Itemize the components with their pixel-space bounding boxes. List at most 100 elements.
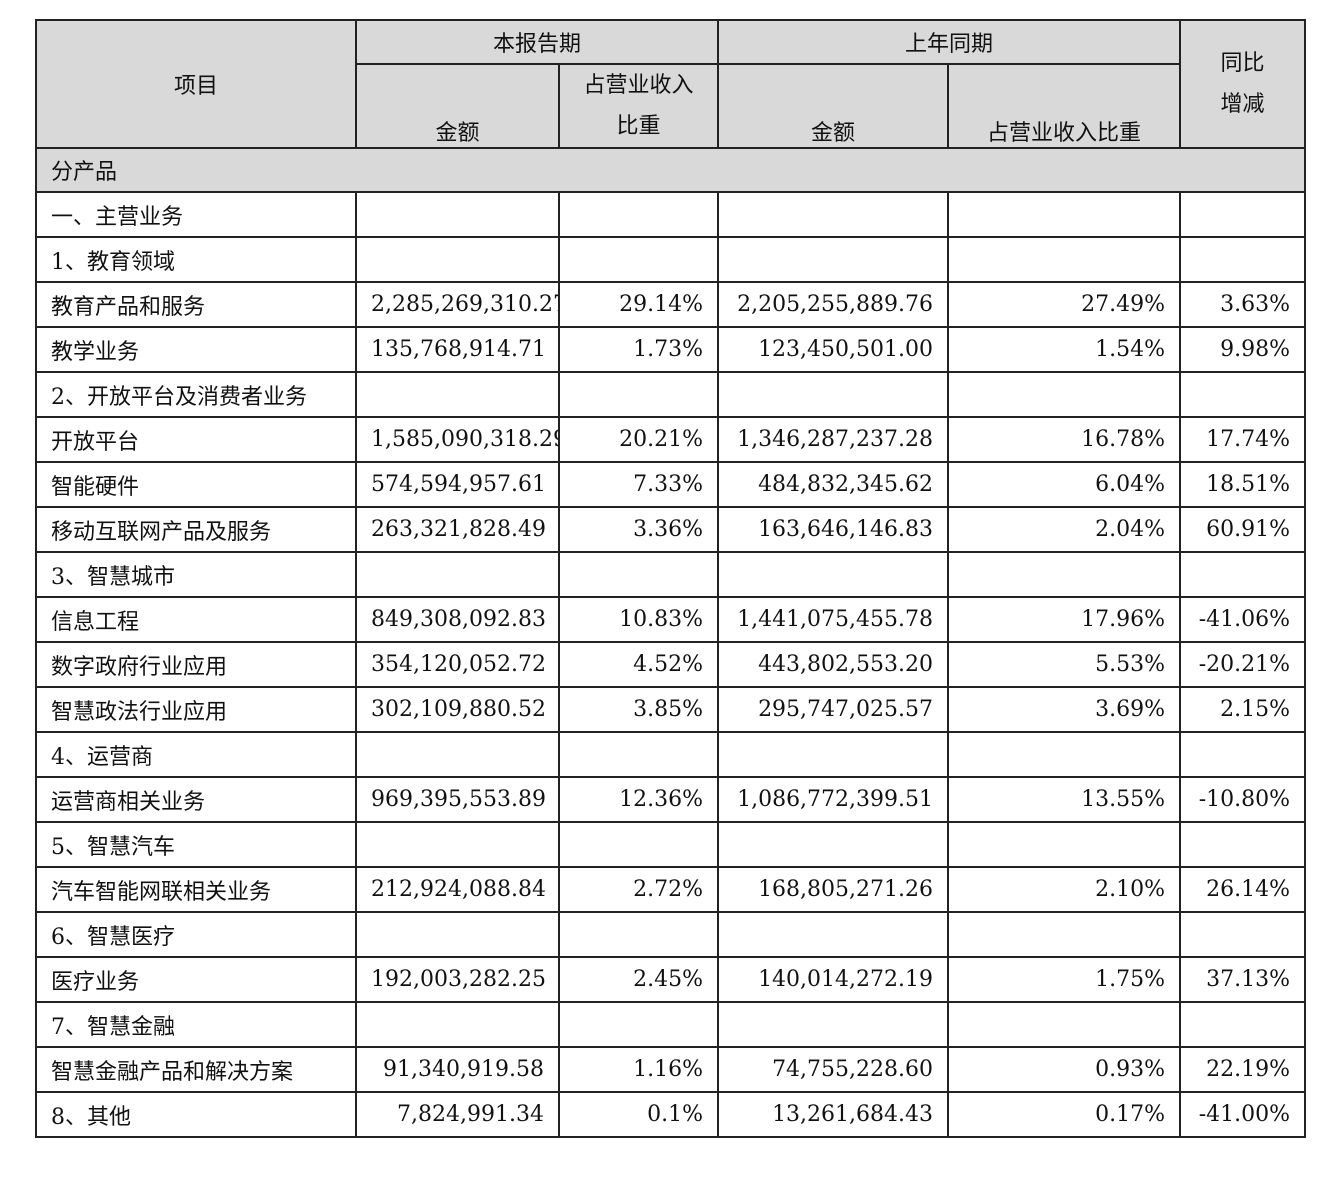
yoy-change: 3.63% xyxy=(1179,281,1307,328)
prior-amount: 140,014,272.19 xyxy=(717,956,950,1003)
current-ratio xyxy=(557,731,720,778)
row-label: 4、运营商 xyxy=(35,731,357,778)
current-ratio: 12.36% xyxy=(557,776,720,823)
current-ratio xyxy=(557,1001,720,1048)
prior-amount: 484,832,345.62 xyxy=(717,461,950,508)
prior-ratio: 0.17% xyxy=(947,1091,1182,1138)
prior-amount: 74,755,228.60 xyxy=(717,1046,950,1093)
table-row: 3、智慧城市 xyxy=(35,551,1307,598)
prior-ratio xyxy=(947,1001,1182,1048)
table-row: 一、主营业务 xyxy=(35,191,1307,238)
current-amount: 91,340,919.58 xyxy=(355,1046,560,1093)
current-ratio xyxy=(557,551,720,598)
current-amount: 302,109,880.52 xyxy=(355,686,560,733)
current-amount xyxy=(355,191,560,238)
yoy-change: 17.74% xyxy=(1179,416,1307,463)
yoy-change: 37.13% xyxy=(1179,956,1307,1003)
prior-ratio: 2.10% xyxy=(947,866,1182,913)
prior-ratio: 1.75% xyxy=(947,956,1182,1003)
current-amount: 969,395,553.89 xyxy=(355,776,560,823)
prior-ratio: 17.96% xyxy=(947,596,1182,643)
current-amount xyxy=(355,236,560,283)
yoy-change: 60.91% xyxy=(1179,506,1307,553)
prior-amount xyxy=(717,1001,950,1048)
row-label: 运营商相关业务 xyxy=(35,776,357,823)
current-amount xyxy=(355,731,560,778)
prior-amount: 1,441,075,455.78 xyxy=(717,596,950,643)
yoy-change xyxy=(1179,371,1307,418)
table-row: 汽车智能网联相关业务 212,924,088.84 2.72% 168,805,271… xyxy=(35,866,1307,913)
header-prior-ratio: 占营业收入比重 xyxy=(947,63,1182,149)
current-ratio xyxy=(557,371,720,418)
current-ratio xyxy=(557,236,720,283)
current-ratio: 2.45% xyxy=(557,956,720,1003)
header-prior-period: 上年同期 xyxy=(717,19,1182,65)
table-row: 1、教育领域 xyxy=(35,236,1307,283)
prior-amount: 168,805,271.26 xyxy=(717,866,950,913)
yoy-change: 18.51% xyxy=(1179,461,1307,508)
prior-ratio xyxy=(947,191,1182,238)
row-label: 信息工程 xyxy=(35,596,357,643)
table-row: 2、开放平台及消费者业务 xyxy=(35,371,1307,418)
table-row: 6、智慧医疗 xyxy=(35,911,1307,958)
table-row: 医疗业务 192,003,282.25 2.45% 140,014,272.19 1.7… xyxy=(35,956,1307,1003)
yoy-change: -10.80% xyxy=(1179,776,1307,823)
prior-ratio xyxy=(947,371,1182,418)
current-amount: 135,768,914.71 xyxy=(355,326,560,373)
table-row: 开放平台 1,585,090,318.29 20.21% 1,346,287,237.… xyxy=(35,416,1307,463)
table-row: 数字政府行业应用 354,120,052.72 4.52% 443,802,553.2… xyxy=(35,641,1307,688)
table-row: 5、智慧汽车 xyxy=(35,821,1307,868)
table-row: 运营商相关业务 969,395,553.89 12.36% 1,086,772,399… xyxy=(35,776,1307,823)
table-row: 教育产品和服务 2,285,269,310.27 29.14% 2,205,255,8… xyxy=(35,281,1307,328)
prior-amount: 1,086,772,399.51 xyxy=(717,776,950,823)
prior-ratio: 16.78% xyxy=(947,416,1182,463)
prior-ratio: 1.54% xyxy=(947,326,1182,373)
current-ratio: 3.36% xyxy=(557,506,720,553)
current-amount xyxy=(355,551,560,598)
current-amount: 212,924,088.84 xyxy=(355,866,560,913)
prior-ratio xyxy=(947,551,1182,598)
prior-ratio xyxy=(947,821,1182,868)
yoy-change xyxy=(1179,191,1307,238)
prior-amount: 295,747,025.57 xyxy=(717,686,950,733)
row-label: 医疗业务 xyxy=(35,956,357,1003)
current-ratio: 7.33% xyxy=(557,461,720,508)
row-label: 7、智慧金融 xyxy=(35,1001,357,1048)
row-label: 教学业务 xyxy=(35,326,357,373)
prior-ratio: 6.04% xyxy=(947,461,1182,508)
table-row: 智慧政法行业应用 302,109,880.52 3.85% 295,747,025.5… xyxy=(35,686,1307,733)
header-current-ratio: 占营业收入 比重 xyxy=(557,63,720,149)
header-ratio-line1: 占营业收入 xyxy=(583,73,694,98)
row-label: 6、智慧医疗 xyxy=(35,911,357,958)
prior-amount: 123,450,501.00 xyxy=(717,326,950,373)
row-label: 开放平台 xyxy=(35,416,357,463)
current-amount xyxy=(355,1001,560,1048)
yoy-change: 26.14% xyxy=(1179,866,1307,913)
prior-amount: 1,346,287,237.28 xyxy=(717,416,950,463)
prior-amount: 443,802,553.20 xyxy=(717,641,950,688)
prior-amount: 13,261,684.43 xyxy=(717,1091,950,1138)
prior-amount xyxy=(717,911,950,958)
row-label: 2、开放平台及消费者业务 xyxy=(35,371,357,418)
header-ratio-line2: 比重 xyxy=(616,114,661,139)
yoy-change xyxy=(1179,821,1307,868)
header-yoy-line1: 同比 xyxy=(1220,51,1265,76)
prior-amount: 163,646,146.83 xyxy=(717,506,950,553)
header-current-period: 本报告期 xyxy=(354,19,720,65)
yoy-change: -20.21% xyxy=(1179,641,1307,688)
prior-ratio: 0.93% xyxy=(947,1046,1182,1093)
table-row: 4、运营商 xyxy=(35,731,1307,778)
revenue-by-product-table: 项目 本报告期 上年同期 同比 增减 金额 占营业收入 比重 金额 占营业收入比重 … xyxy=(34,19,1307,1138)
table-row: 教学业务 135,768,914.71 1.73% 123,450,501.00 1.5… xyxy=(35,326,1307,373)
row-label: 移动互联网产品及服务 xyxy=(35,506,357,553)
yoy-change: -41.06% xyxy=(1179,596,1307,643)
current-amount: 354,120,052.72 xyxy=(355,641,560,688)
current-ratio: 2.72% xyxy=(557,866,720,913)
current-amount: 849,308,092.83 xyxy=(355,596,560,643)
yoy-change: 22.19% xyxy=(1179,1046,1307,1093)
row-label: 数字政府行业应用 xyxy=(35,641,357,688)
yoy-change: -41.00% xyxy=(1179,1091,1307,1138)
current-ratio: 20.21% xyxy=(557,416,720,463)
current-ratio xyxy=(557,911,720,958)
current-amount xyxy=(355,821,560,868)
